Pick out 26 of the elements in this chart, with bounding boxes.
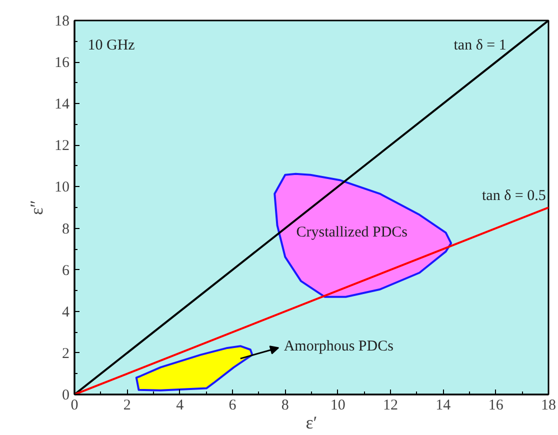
series-label: Crystallized PDCs [296,224,408,241]
x-axis-title: ε′ [306,412,318,432]
x-tick-label: 2 [123,398,131,414]
series-label: tan δ = 0.5 [482,188,546,204]
y-tick-label: 12 [54,138,70,154]
y-tick-label: 8 [62,221,70,238]
y-tick-label: 10 [54,180,70,196]
x-tick-label: 12 [383,398,398,414]
y-tick-label: 16 [54,55,70,72]
series-label: tan δ = 1 [454,37,506,54]
x-tick-label: 10 [330,398,346,414]
x-tick-label: 14 [436,398,452,414]
y-tick-label: 2 [62,346,70,362]
y-tick-label: 14 [54,96,70,113]
x-tick-label: 6 [228,398,237,414]
x-tick-label: 18 [541,398,556,414]
y-axis-title: ε″ [26,200,46,216]
y-tick-label: 18 [54,14,70,30]
x-tick-label: 16 [488,398,504,414]
annotation: Amorphous PDCs [284,338,394,355]
y-tick-label: 6 [62,262,70,279]
x-tick-label: 8 [281,398,289,414]
y-tick-label: 0 [62,388,70,404]
y-tick-label: 4 [62,304,70,320]
x-tick-label: 4 [176,398,184,414]
annotation: 10 GHz [88,38,136,54]
